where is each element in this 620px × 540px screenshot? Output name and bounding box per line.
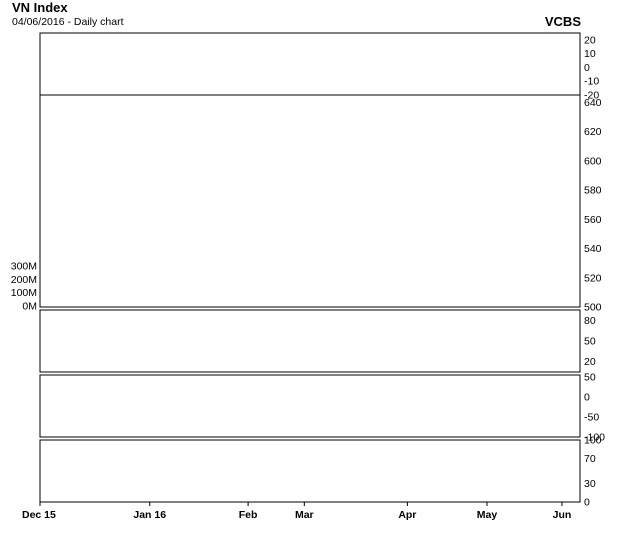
y-tick-label: 640	[584, 97, 602, 109]
x-tick-label: Dec 15	[22, 509, 56, 521]
y-tick-label: 0	[584, 62, 590, 74]
chart-title: VN Index	[12, 0, 68, 15]
volume-tick-label: 300M	[11, 261, 37, 273]
volume-tick-label: 0M	[22, 301, 37, 313]
y-tick-label: 620	[584, 126, 602, 138]
y-tick-label: 80	[584, 315, 596, 327]
y-tick-label: 10	[584, 48, 596, 60]
mfi-panel-frame	[39, 309, 581, 373]
y-tick-label: 580	[584, 185, 602, 197]
y-tick-label: 540	[584, 243, 602, 255]
y-tick-label: 70	[584, 453, 596, 465]
y-tick-label: 50	[584, 372, 596, 384]
y-tick-label: -20	[584, 90, 599, 102]
y-tick-label: 50	[584, 336, 596, 348]
y-tick-label: 500	[584, 302, 602, 314]
chart-subtitle: 04/06/2016 - Daily chart	[12, 16, 124, 28]
y-tick-label: -50	[584, 412, 599, 424]
rsi-panel-frame	[39, 439, 581, 503]
brand-label: VCBS	[545, 14, 581, 29]
x-tick-label: Feb	[239, 509, 258, 521]
y-tick-label: 20	[584, 34, 596, 46]
price-panel-frame	[39, 94, 581, 308]
momentum-panel-frame	[39, 374, 581, 438]
volume-tick-label: 200M	[11, 274, 37, 286]
y-tick-label: 520	[584, 272, 602, 284]
x-tick-label: Mar	[295, 509, 314, 521]
y-tick-label: 0	[584, 392, 590, 404]
y-tick-label: 0	[584, 497, 590, 509]
x-tick-label: Apr	[398, 509, 416, 521]
y-tick-label: -10	[584, 76, 599, 88]
volume-tick-label: 100M	[11, 287, 37, 299]
y-tick-label: 20	[584, 356, 596, 368]
y-tick-label: 30	[584, 478, 596, 490]
y-tick-label: 600	[584, 155, 602, 167]
y-tick-label: -100	[584, 432, 605, 444]
y-tick-label: 560	[584, 214, 602, 226]
x-tick-label: Jan 16	[133, 509, 166, 521]
y-tick-label: 100	[584, 435, 602, 447]
x-tick-label: May	[477, 509, 498, 521]
macd-panel-frame	[39, 32, 581, 96]
x-tick-label: Jun	[553, 509, 572, 521]
x-axis: Dec 15 Jan 16 Feb Mar Apr May Jun	[22, 502, 571, 521]
